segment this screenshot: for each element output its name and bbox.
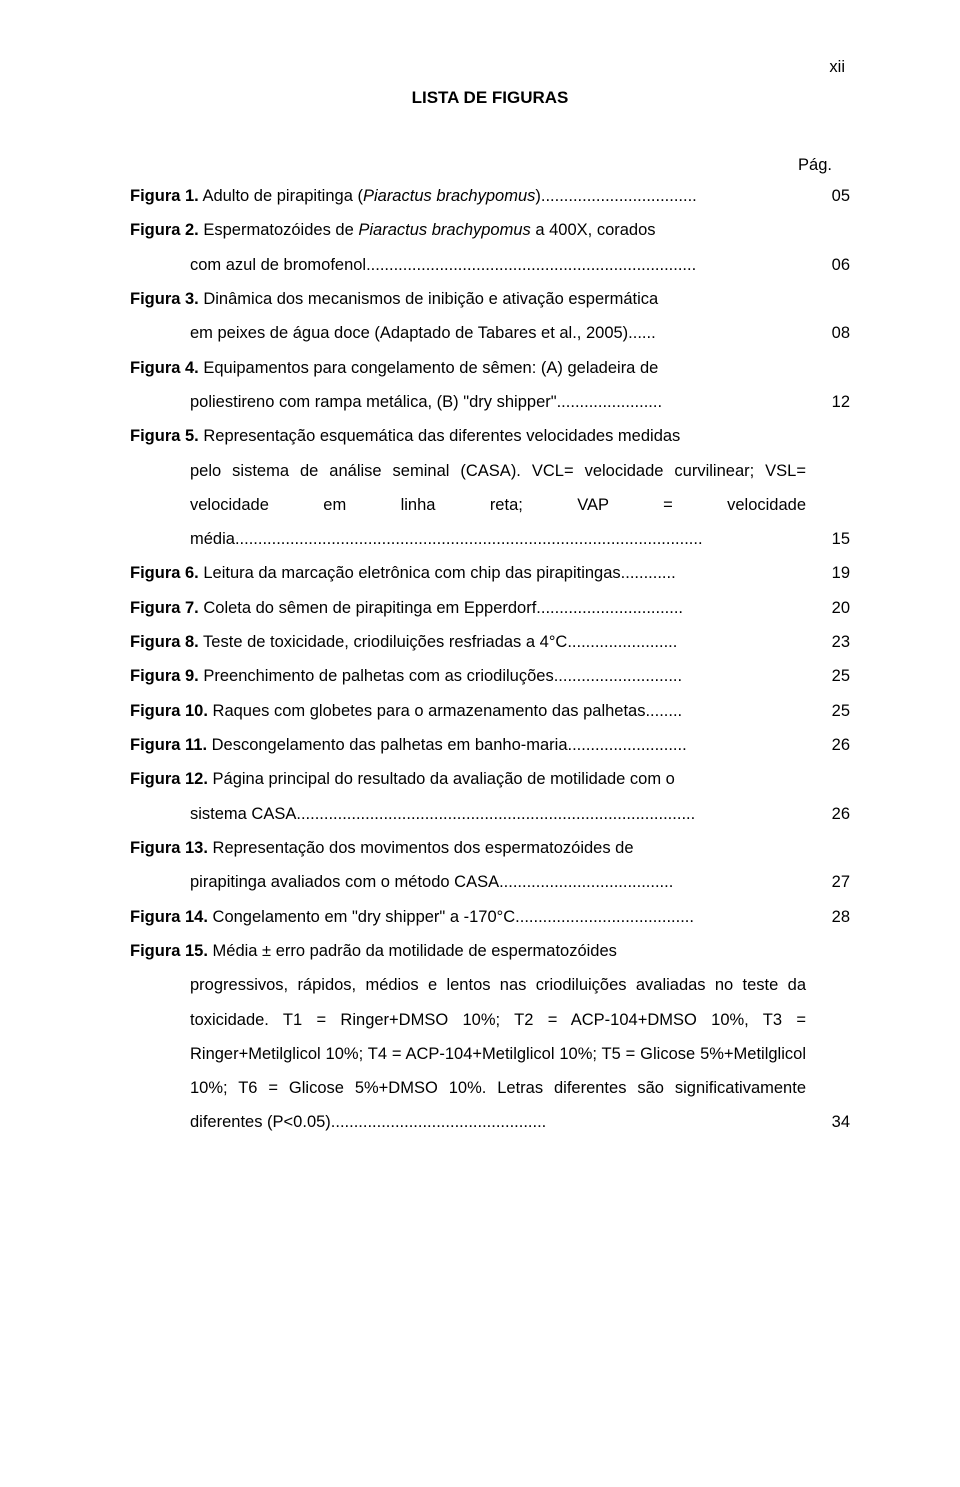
figure-entry: Figura 10. Raques com globetes para o ar… xyxy=(130,694,850,728)
pag-header-label: Pág. xyxy=(130,156,850,175)
figure-entry-text: Figura 5. Representação esquemática das … xyxy=(130,419,806,556)
figure-page-number: 26 xyxy=(806,728,850,762)
figure-italic-species: Piaractus brachypomus xyxy=(363,187,535,205)
figure-page-number: 25 xyxy=(806,659,850,693)
figure-label: Figura 14. xyxy=(130,908,208,926)
figure-page-number: 19 xyxy=(806,556,850,590)
figure-text: Equipamentos para congelamento de sêmen:… xyxy=(199,359,659,377)
figure-label: Figura 5. xyxy=(130,427,199,445)
figure-label: Figura 10. xyxy=(130,702,208,720)
figure-entry: Figura 3. Dinâmica dos mecanismos de ini… xyxy=(130,282,850,351)
figure-text: Dinâmica dos mecanismos de inibição e at… xyxy=(199,290,658,308)
figure-text: Média ± erro padrão da motilidade de esp… xyxy=(208,942,617,960)
figure-label: Figura 12. xyxy=(130,770,208,788)
figure-text-before: Adulto de pirapitinga ( xyxy=(199,187,363,205)
figure-label: Figura 3. xyxy=(130,290,199,308)
figure-continuation: com azul de bromofenol..................… xyxy=(130,248,806,282)
figure-label: Figura 4. xyxy=(130,359,199,377)
figure-entry-text: Figura 14. Congelamento em "dry shipper"… xyxy=(130,900,806,934)
figure-entry-text: Figura 9. Preenchimento de palhetas com … xyxy=(130,659,806,693)
figure-continuation: poliestireno com rampa metálica, (B) "dr… xyxy=(130,385,806,419)
figure-text: Representação esquemática das diferentes… xyxy=(199,427,681,445)
figure-text: Raques com globetes para o armazenamento… xyxy=(208,702,682,720)
figure-entry: Figura 7. Coleta do sêmen de pirapitinga… xyxy=(130,591,850,625)
figure-label: Figura 2. xyxy=(130,221,199,239)
figure-entry: Figura 12. Página principal do resultado… xyxy=(130,762,850,831)
figure-page-number: 06 xyxy=(806,248,850,282)
figure-label: Figura 1. xyxy=(130,187,199,205)
figure-text-after: a 400X, corados xyxy=(531,221,656,239)
figure-entry-text: Figura 8. Teste de toxicidade, criodilui… xyxy=(130,625,806,659)
figure-list: Figura 1. Adulto de pirapitinga (Piaract… xyxy=(130,179,850,1140)
figure-continuation: progressivos, rápidos, médios e lentos n… xyxy=(130,968,806,1140)
figure-text: Página principal do resultado da avaliaç… xyxy=(208,770,675,788)
figure-entry-text: Figura 11. Descongelamento das palhetas … xyxy=(130,728,806,762)
figure-label: Figura 8. xyxy=(130,633,199,651)
figure-entry: Figura 6. Leitura da marcação eletrônica… xyxy=(130,556,850,590)
figure-continuation: em peixes de água doce (Adaptado de Taba… xyxy=(130,316,806,350)
heading-lista-de-figuras: LISTA DE FIGURAS xyxy=(130,88,850,108)
figure-page-number: 15 xyxy=(806,522,850,556)
figure-entry-text: Figura 12. Página principal do resultado… xyxy=(130,762,806,831)
figure-page-number: 05 xyxy=(806,179,850,213)
figure-page-number: 12 xyxy=(806,385,850,419)
figure-entry: Figura 5. Representação esquemática das … xyxy=(130,419,850,556)
figure-entry: Figura 11. Descongelamento das palhetas … xyxy=(130,728,850,762)
figure-entry-text: Figura 13. Representação dos movimentos … xyxy=(130,831,806,900)
figure-entry: Figura 14. Congelamento em "dry shipper"… xyxy=(130,900,850,934)
figure-entry: Figura 4. Equipamentos para congelamento… xyxy=(130,351,850,420)
figure-page-number: 23 xyxy=(806,625,850,659)
figure-text: Congelamento em "dry shipper" a -170°C..… xyxy=(208,908,694,926)
figure-label: Figura 7. xyxy=(130,599,199,617)
figure-label: Figura 15. xyxy=(130,942,208,960)
figure-text: Descongelamento das palhetas em banho-ma… xyxy=(207,736,687,754)
figure-text-before: Espermatozóides de xyxy=(199,221,359,239)
figure-entry: Figura 13. Representação dos movimentos … xyxy=(130,831,850,900)
figure-page-number: 34 xyxy=(806,1105,850,1139)
figure-entry-text: Figura 3. Dinâmica dos mecanismos de ini… xyxy=(130,282,806,351)
figure-page-number: 08 xyxy=(806,316,850,350)
figure-text: Representação dos movimentos dos esperma… xyxy=(208,839,634,857)
figure-entry-text: Figura 6. Leitura da marcação eletrônica… xyxy=(130,556,806,590)
figure-label: Figura 6. xyxy=(130,564,199,582)
figure-entry: Figura 1. Adulto de pirapitinga (Piaract… xyxy=(130,179,850,213)
figure-label: Figura 9. xyxy=(130,667,199,685)
figure-continuation: sistema CASA............................… xyxy=(130,797,806,831)
figure-entry-text: Figura 10. Raques com globetes para o ar… xyxy=(130,694,806,728)
page-roman-numeral: xii xyxy=(829,58,845,77)
figure-entry-text: Figura 7. Coleta do sêmen de pirapitinga… xyxy=(130,591,806,625)
figure-page-number: 27 xyxy=(806,865,850,899)
figure-italic-species: Piaractus brachypomus xyxy=(358,221,530,239)
figure-page-number: 25 xyxy=(806,694,850,728)
figure-entry: Figura 15. Média ± erro padrão da motili… xyxy=(130,934,850,1140)
figure-continuation: pirapitinga avaliados com o método CASA.… xyxy=(130,865,806,899)
figure-text: Teste de toxicidade, criodiluições resfr… xyxy=(199,633,678,651)
figure-text-after: ).................................. xyxy=(535,187,696,205)
figure-text: Preenchimento de palhetas com as criodil… xyxy=(199,667,682,685)
figure-text: Leitura da marcação eletrônica com chip … xyxy=(199,564,676,582)
figure-label: Figura 11. xyxy=(130,736,207,754)
figure-page-number: 26 xyxy=(806,797,850,831)
figure-page-number: 28 xyxy=(806,900,850,934)
figure-text: Coleta do sêmen de pirapitinga em Epperd… xyxy=(199,599,683,617)
figure-entry: Figura 8. Teste de toxicidade, criodilui… xyxy=(130,625,850,659)
figure-entry-text: Figura 1. Adulto de pirapitinga (Piaract… xyxy=(130,179,806,213)
figure-entry: Figura 9. Preenchimento de palhetas com … xyxy=(130,659,850,693)
figure-entry-text: Figura 15. Média ± erro padrão da motili… xyxy=(130,934,806,1140)
figure-label: Figura 13. xyxy=(130,839,208,857)
figure-page-number: 20 xyxy=(806,591,850,625)
figure-continuation: pelo sistema de análise seminal (CASA). … xyxy=(130,454,806,557)
figure-entry-text: Figura 2. Espermatozóides de Piaractus b… xyxy=(130,213,806,282)
figure-entry-text: Figura 4. Equipamentos para congelamento… xyxy=(130,351,806,420)
figure-entry: Figura 2. Espermatozóides de Piaractus b… xyxy=(130,213,850,282)
